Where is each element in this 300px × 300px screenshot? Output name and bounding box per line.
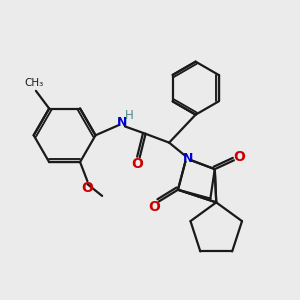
Text: H: H: [125, 109, 134, 122]
Text: O: O: [131, 157, 143, 171]
Text: N: N: [183, 152, 194, 165]
Text: CH₃: CH₃: [25, 78, 44, 88]
Text: O: O: [82, 181, 93, 195]
Text: O: O: [148, 200, 160, 214]
Text: O: O: [233, 150, 245, 164]
Text: N: N: [117, 116, 127, 129]
